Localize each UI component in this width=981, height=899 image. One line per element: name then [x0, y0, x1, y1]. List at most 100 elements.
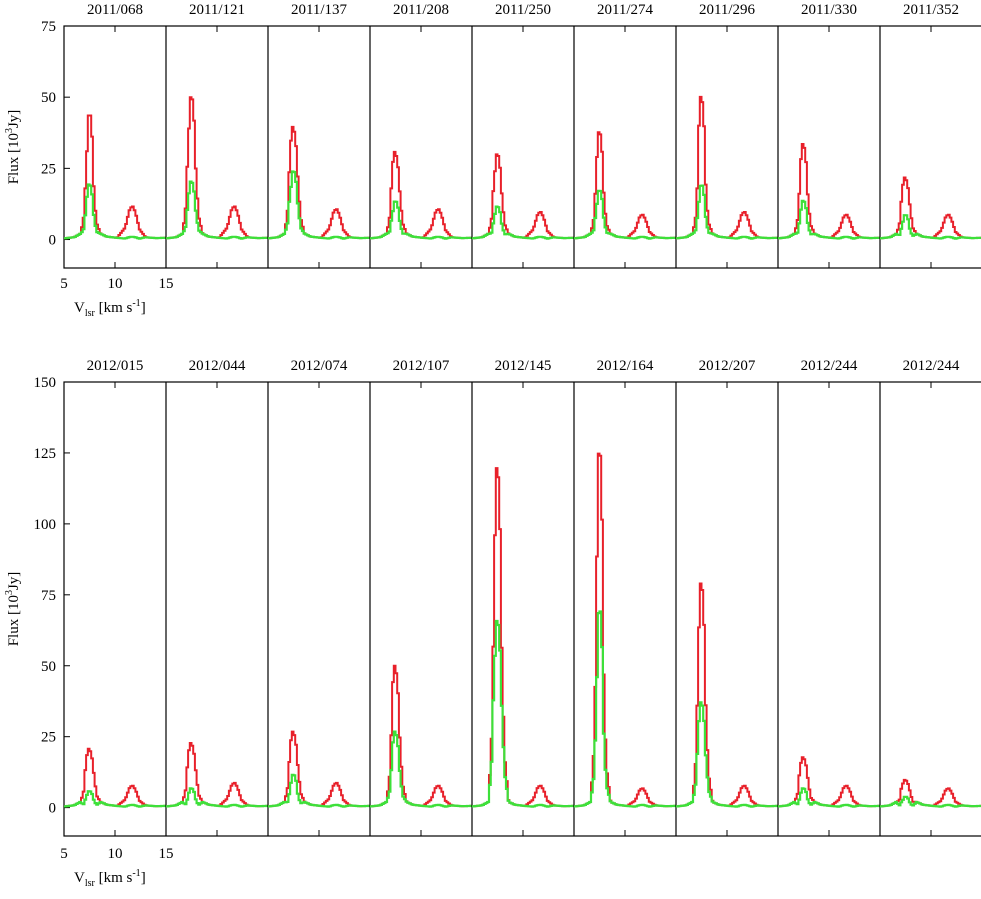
red-spectrum-line [472, 467, 574, 808]
panel-epoch-label: 2012/244 [801, 358, 858, 374]
spectrum-panel: 2011/296 [675, 2, 778, 268]
spectrum-panel: 2012/145 [471, 358, 574, 836]
spectrum-panel: 2011/068 [64, 2, 166, 268]
spectrum-panel: 2011/208 [369, 2, 472, 268]
y-tick-label: 100 [34, 517, 57, 533]
y-tick-label: 150 [34, 375, 57, 391]
red-spectrum-line [880, 176, 981, 240]
y-tick-label: 25 [41, 161, 56, 177]
green-spectrum-line [778, 199, 880, 240]
chart-row-2: 0 25 50 75 100 125 150 Flux [103Jy] 5 10 15 Vlsr [k… [4, 358, 981, 889]
y-tick-label: 50 [41, 659, 56, 675]
red-spectrum-line [268, 730, 370, 808]
green-spectrum-line [472, 619, 574, 808]
green-spectrum-line [778, 787, 880, 808]
spectrum-panel: 2012/207 [675, 358, 778, 836]
y-tick-label: 75 [41, 19, 56, 35]
x-axis-label-unit: [km s [95, 300, 133, 316]
red-spectrum-line [268, 125, 370, 240]
panel-epoch-label: 2011/330 [801, 2, 857, 18]
y-tick-label: 0 [49, 233, 57, 249]
panel-epoch-label: 2012/244 [903, 358, 960, 374]
spectrum-panel: 2012/244 [879, 358, 981, 836]
spectrum-panel: 2011/274 [573, 2, 676, 268]
panel-epoch-label: 2012/107 [393, 358, 450, 374]
spectrum-panel: 2011/250 [471, 2, 574, 268]
green-spectrum-line [574, 189, 676, 240]
y-tick-label: 50 [41, 90, 56, 106]
plot-frame [63, 381, 981, 837]
y-axis-label-unit: Jy] [6, 572, 22, 590]
spectrum-panel: 2012/244 [777, 358, 880, 836]
spectrum-panel: 2012/044 [165, 358, 268, 836]
panel-epoch-label: 2011/274 [597, 2, 654, 18]
red-spectrum-line [676, 582, 778, 808]
red-spectrum-line [166, 96, 268, 240]
panel-epoch-label: 2012/164 [597, 358, 654, 374]
x-axis-label-exponent: -1 [132, 298, 140, 309]
panel-epoch-label: 2012/145 [495, 358, 552, 374]
spectrum-panel: 2011/121 [165, 2, 268, 268]
spectrum-panel: 2012/074 [267, 358, 370, 836]
x-axis-label-subscript: lsr [85, 878, 96, 889]
red-spectrum-line [370, 664, 472, 808]
x-tick-label: 15 [159, 846, 174, 862]
y-tick-label: 75 [41, 588, 56, 604]
green-spectrum-line [676, 184, 778, 240]
x-tick-label: 10 [108, 276, 123, 292]
red-spectrum-line [778, 756, 880, 808]
x-tick-label: 10 [108, 846, 123, 862]
spectrum-panel: 2012/107 [369, 358, 472, 836]
x-axis-label-subscript: lsr [85, 308, 96, 319]
panel-epoch-label: 2011/068 [87, 2, 143, 18]
x-axis-label-unit: [km s [95, 870, 133, 886]
green-spectrum-line [268, 773, 370, 808]
green-spectrum-line [166, 180, 268, 240]
panel-epoch-label: 2011/296 [699, 2, 756, 18]
red-spectrum-line [574, 131, 676, 240]
x-axis-label: Vlsr [km s-1] [74, 298, 146, 319]
x-tick-label: 5 [60, 846, 68, 862]
green-spectrum-line [880, 214, 981, 240]
x-tick-label: 5 [60, 276, 68, 292]
panel-epoch-label: 2011/208 [393, 2, 449, 18]
panel-epoch-label: 2012/207 [699, 358, 756, 374]
green-spectrum-line [268, 170, 370, 240]
spectrum-panel: 2011/137 [267, 2, 370, 268]
y-axis-label-exponent: 3 [4, 128, 15, 133]
green-spectrum-line [676, 701, 778, 808]
x-axis-label-exponent: -1 [132, 868, 140, 879]
panel-epoch-label: 2011/352 [903, 2, 959, 18]
green-spectrum-line [64, 183, 166, 240]
y-axis-label: Flux [103Jy] [4, 110, 22, 185]
spectrum-panel: 2011/352 [879, 2, 981, 268]
red-spectrum-line [64, 747, 166, 808]
panel-epoch-label: 2011/137 [291, 2, 348, 18]
green-spectrum-line [574, 610, 676, 808]
green-spectrum-line [880, 795, 981, 808]
red-spectrum-line [64, 114, 166, 240]
green-spectrum-line [166, 787, 268, 808]
red-spectrum-line [472, 153, 574, 240]
panel-epoch-label: 2011/121 [189, 2, 245, 18]
green-spectrum-line [64, 790, 166, 808]
spectrum-panel: 2012/164 [573, 358, 676, 836]
red-spectrum-line [574, 452, 676, 808]
spectrum-panel: 2011/330 [777, 2, 880, 268]
panel-epoch-label: 2012/044 [189, 358, 246, 374]
y-axis-label-exponent: 3 [4, 590, 15, 595]
green-spectrum-line [370, 730, 472, 808]
panel-epoch-label: 2012/074 [291, 358, 348, 374]
panel-epoch-label: 2011/250 [495, 2, 551, 18]
y-tick-label: 0 [49, 801, 57, 817]
red-spectrum-line [370, 150, 472, 240]
green-spectrum-line [472, 205, 574, 240]
chart-row-1: 0 25 50 75 Flux [103Jy] 5 10 15 Vlsr [km s-1] 201… [4, 2, 981, 319]
x-axis-label-close: ] [141, 300, 146, 316]
y-tick-label: 125 [34, 446, 57, 462]
y-axis-label-unit: Jy] [6, 110, 22, 128]
x-axis-label-close: ] [141, 870, 146, 886]
y-axis-label: Flux [103Jy] [4, 572, 22, 647]
